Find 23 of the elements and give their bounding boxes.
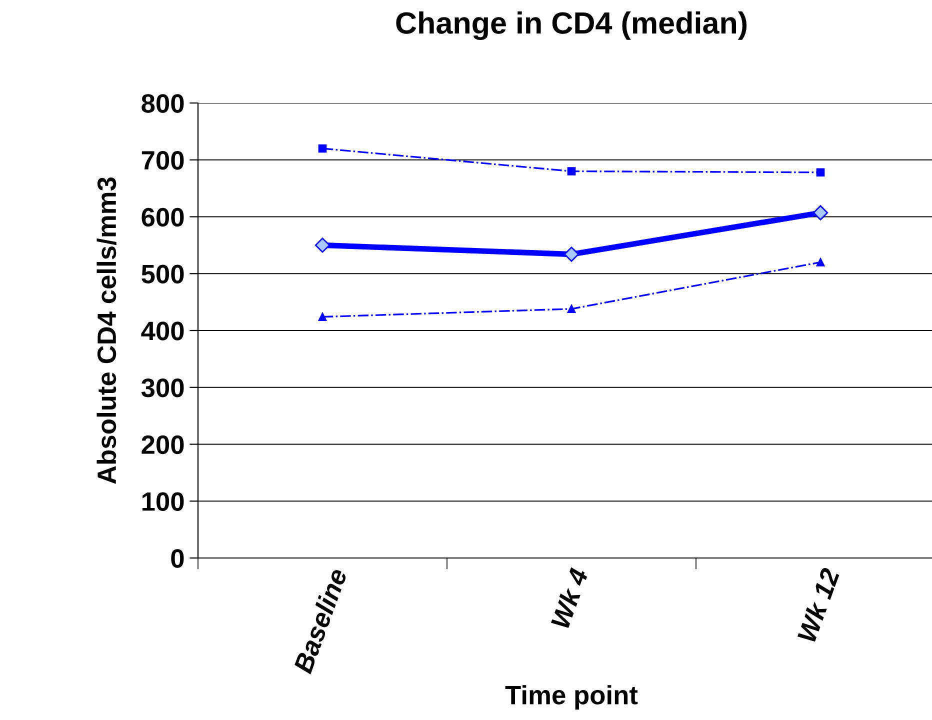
x-tick-label: Wk 12 [796,566,840,643]
y-tick-label: 500 [142,264,184,284]
y-tick-label: 0 [171,549,184,568]
point [318,144,327,153]
y-tick-label: 800 [142,94,184,113]
point [812,205,828,220]
point [314,238,330,253]
chart-title: Change in CD4 (median) [396,11,747,40]
point [567,167,576,176]
y-tick-label: 300 [141,378,184,398]
y-tick-label: 600 [142,208,184,227]
y-tick-label: 700 [142,151,184,170]
point [816,258,825,266]
point [816,168,825,177]
point [567,304,576,314]
y-axis-title: Absolute CD4 cells/mm3 [96,177,116,484]
y-tick-label: 400 [141,322,184,340]
point [564,246,580,262]
x-tick-label: Wk 4 [550,566,588,629]
x-axis-title: Time point [505,685,638,710]
y-tick-label: 100 [142,492,184,511]
point [318,312,327,322]
y-tick-label: 200 [142,435,184,454]
